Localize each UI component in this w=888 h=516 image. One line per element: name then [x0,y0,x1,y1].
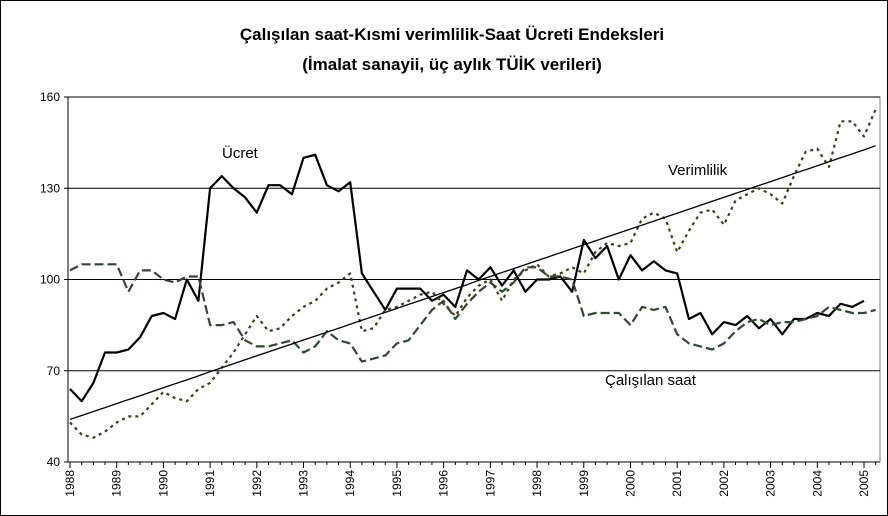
x-tick-label: 1996 [437,470,451,497]
x-tick-label: 1990 [156,470,170,497]
x-tick-label: 1993 [297,470,311,497]
y-tick-label: 70 [47,364,61,378]
y-tick-label: 160 [40,90,60,104]
x-tick-label: 1988 [63,470,77,497]
series-line [69,153,865,403]
series-line [69,263,876,363]
x-tick-label: 1991 [203,470,217,497]
x-tick-label: 2000 [623,470,637,497]
series-annotation: Çalışılan saat [605,372,697,389]
x-tick-label: 2003 [764,470,778,497]
y-tick-label: 100 [40,273,60,287]
series-annotation: Ücret [222,144,259,162]
y-tick-label: 40 [47,455,61,469]
x-tick-label: 1992 [250,470,264,497]
series-annotation: Verimlilik [668,162,728,179]
y-tick-label: 130 [40,181,60,195]
chart-subtitle: (İmalat sanayii, üç aylık TÜİK verileri) [302,55,602,74]
chart-title: Çalışılan saat-Kısmi verimlilik-Saat Ücr… [240,25,664,44]
x-tick-label: 1995 [390,470,404,497]
x-tick-label: 2004 [810,470,824,497]
trend-line [69,145,876,421]
series-line [69,108,877,439]
x-tick-label: 1997 [483,470,497,497]
x-tick-label: 1994 [343,470,357,497]
x-tick-label: 2002 [717,470,731,497]
x-tick-label: 1999 [577,470,591,497]
x-tick-label: 2005 [857,470,871,497]
x-tick-label: 1998 [530,470,544,497]
x-tick-label: 2001 [670,470,684,497]
x-tick-label: 1989 [110,470,124,497]
